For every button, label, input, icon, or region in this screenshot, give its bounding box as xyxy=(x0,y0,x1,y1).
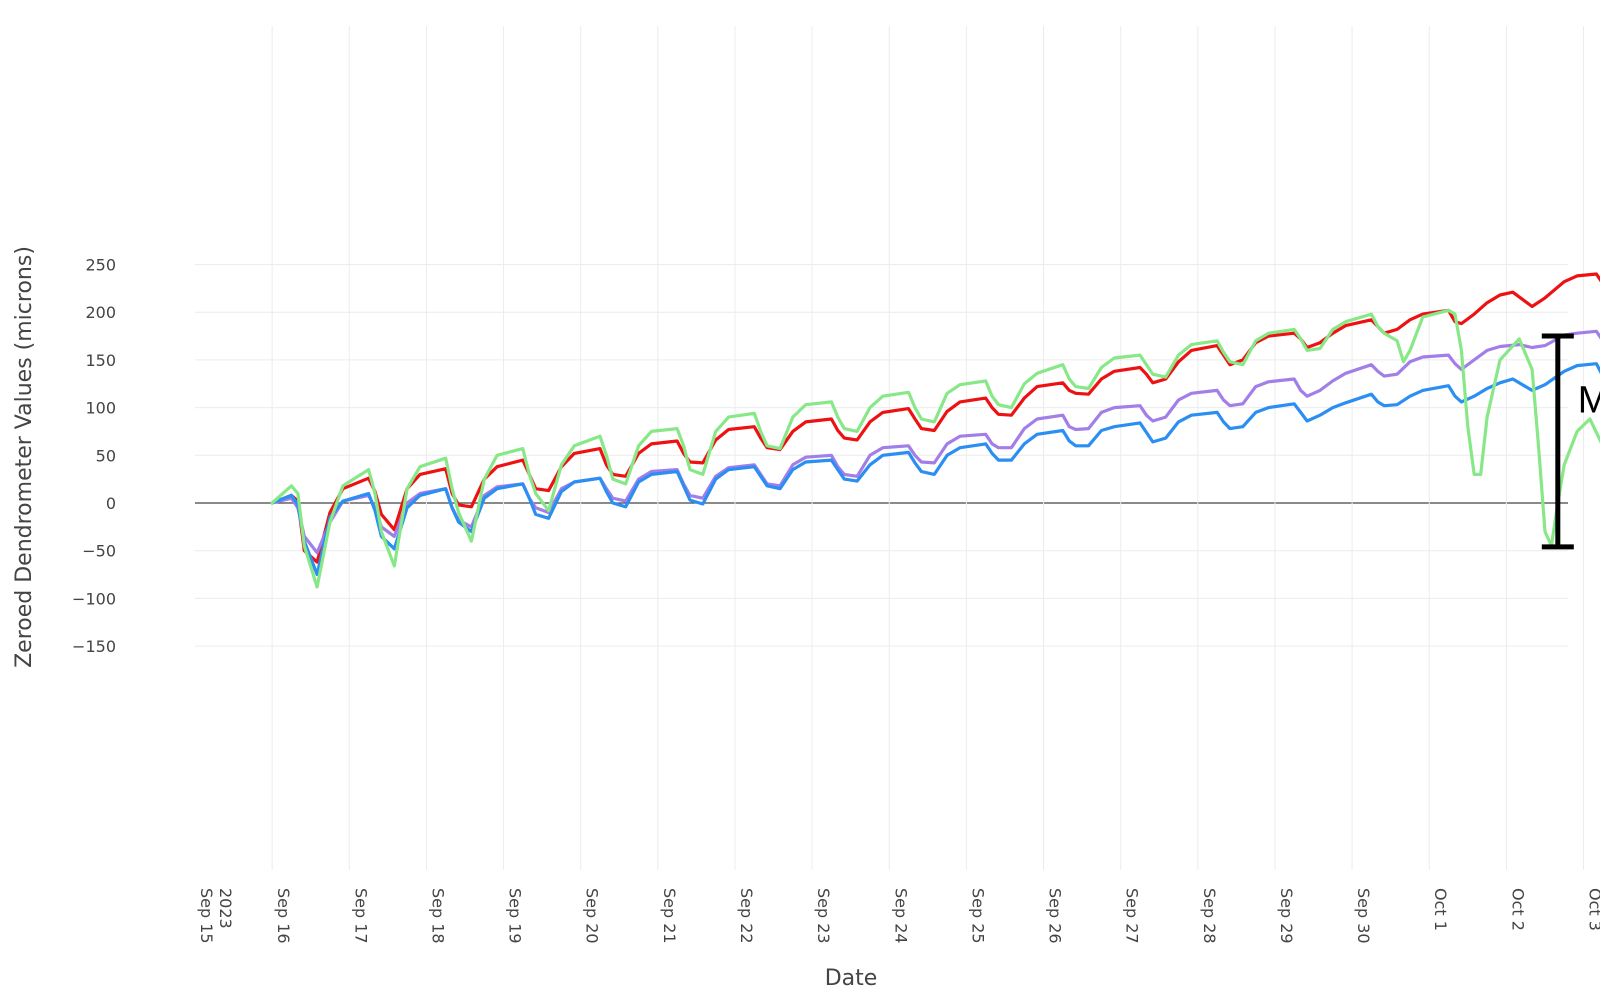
x-tick-label: Sep 17 xyxy=(351,888,370,944)
x-tick-label: Sep 27 xyxy=(1123,888,1142,944)
x-tick-label: Sep 19 xyxy=(506,888,525,944)
x-tick-label: Sep 30 xyxy=(1354,888,1373,944)
mds-annotation: MDS xyxy=(1541,333,1600,550)
y-tick-label: 100 xyxy=(85,399,116,418)
x-tick-label: Sep 28 xyxy=(1200,888,1219,944)
series-line-2 xyxy=(270,329,1600,555)
series-line-4 xyxy=(270,308,1600,589)
mds-label: MDS xyxy=(1578,379,1600,421)
x-tick-label: Sep 18 xyxy=(428,888,447,944)
y-tick-label: 200 xyxy=(85,303,116,322)
y-tick-label: 250 xyxy=(85,256,116,275)
y-tick-label: −150 xyxy=(72,637,116,656)
x-axis-title: Date xyxy=(825,966,878,991)
x-tick-label: Oct 3 xyxy=(1586,888,1600,931)
series-line-3 xyxy=(270,362,1600,577)
series-line-1 xyxy=(270,272,1600,564)
x-tick-label: Sep 25 xyxy=(968,888,987,944)
y-tick-label: 150 xyxy=(85,351,116,370)
y-tick-label: 50 xyxy=(96,446,116,465)
x-tick-label: Sep 20 xyxy=(583,888,602,944)
x-tick-label: Sep 22 xyxy=(737,888,756,944)
x-tick-label: Sep 21 xyxy=(660,888,679,944)
x-tick-label: Sep 26 xyxy=(1046,888,1065,944)
x-tick-label: Sep 24 xyxy=(891,888,910,944)
y-axis-title: Zeroed Dendrometer Values (microns) xyxy=(12,246,37,668)
x-tick-label: Sep 23 xyxy=(814,888,833,944)
y-tick-label: −50 xyxy=(82,542,116,561)
y-axis-ticks: 250 200 150 100 50 0 −50 −100 −150 xyxy=(72,256,116,657)
x-tick-label: Sep 16 xyxy=(274,888,293,944)
x-tick-label: Sep 29 xyxy=(1277,888,1296,944)
x-axis-ticks: Sep 152023 Sep 16 Sep 17 Sep 18 Sep 19 Sep 20… xyxy=(197,888,1600,944)
y-tick-label: 0 xyxy=(106,494,116,513)
series-layer xyxy=(270,272,1600,589)
x-tick-label: Oct 2 xyxy=(1508,888,1527,931)
x-tick-label: Oct 1 xyxy=(1431,888,1450,931)
x-tick-label: Sep 152023 xyxy=(197,888,235,944)
y-tick-label: −100 xyxy=(72,589,116,608)
